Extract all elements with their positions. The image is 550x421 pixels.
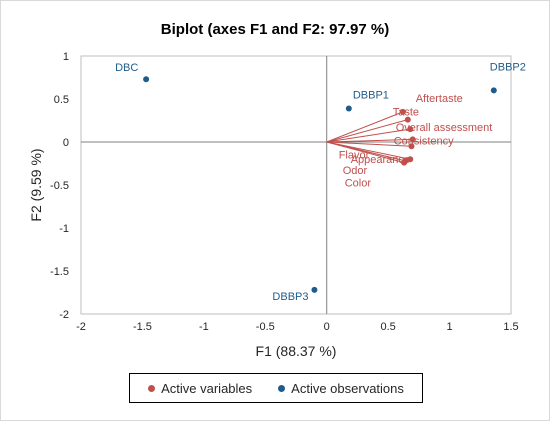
tick-labels: -2 -1.5 -1 -0.5 0 0.5 1 1.5 1 0.5 0 -0.5 -1 -1.5 -2 <box>50 51 519 333</box>
y-tick-label: -2 <box>59 309 69 321</box>
variable-point-overall-assessment <box>407 126 414 133</box>
variable-point-taste <box>404 116 411 123</box>
variable-point-color <box>401 159 408 166</box>
y-tick-label: -1 <box>59 223 69 235</box>
x-tick-label: -2 <box>76 321 86 333</box>
variable-label-aftertaste: Aftertaste <box>416 93 463 105</box>
observation-point-dbc <box>143 76 150 83</box>
chart-title: Biplot (axes F1 and F2: 97.97 %) <box>161 21 389 38</box>
y-axis-label: F2 (9.59 %) <box>28 148 44 221</box>
observation-label-dbbp3: DBBP3 <box>272 291 308 303</box>
y-tick-label: -1.5 <box>50 266 69 278</box>
axes-layer <box>81 56 511 314</box>
variable-label-taste: Taste <box>393 107 419 119</box>
legend-item-active-observations: Active observations <box>278 381 404 396</box>
x-tick-label: -1 <box>199 321 209 333</box>
x-axis-label: F1 (88.37 %) <box>256 343 337 359</box>
variable-point-aftertaste <box>399 108 406 115</box>
x-tick-label: 1 <box>447 321 453 333</box>
x-tick-label: 0.5 <box>380 321 395 333</box>
plot-area-border <box>80 55 512 315</box>
observation-label-dbbp2: DBBP2 <box>490 61 526 73</box>
y-tick-label: -0.5 <box>50 180 69 192</box>
variable-point-consistency <box>409 136 416 143</box>
x-tick-label: -0.5 <box>256 321 275 333</box>
observation-point-dbbp3 <box>311 286 318 293</box>
vector-color <box>326 141 405 164</box>
legend-label-variables: Active variables <box>161 380 253 396</box>
vector-consistency <box>326 138 413 143</box>
point-labels: Aftertaste Taste Overall assessmentConsist… <box>115 61 526 303</box>
vector-overall-assessment <box>326 128 411 143</box>
y-tick-label: 0 <box>63 137 69 149</box>
x-tick-label: 0 <box>324 321 330 333</box>
variable-label-appearance: Appearance <box>351 154 410 166</box>
y-tick-label: 0.5 <box>54 94 69 106</box>
vector-taste <box>326 119 408 143</box>
variable-label-odor: Odor <box>343 165 368 177</box>
chart-legend: Active variables Active observations <box>129 373 423 403</box>
observation-point-dbbp1 <box>345 105 352 112</box>
observation-label-dbbp1: DBBP1 <box>353 89 389 101</box>
vector-aftertaste <box>326 111 404 143</box>
variable-label-overall-assessment: Overall assessment <box>396 122 493 134</box>
legend-marker-observations <box>278 384 286 392</box>
observation-points <box>143 76 497 293</box>
variable-point-appearance <box>407 156 414 163</box>
observation-point-dbbp2 <box>490 87 497 94</box>
legend-label-observations: Active observations <box>291 380 404 396</box>
variable-label-consistency: Consistency <box>394 135 454 147</box>
legend-item-active-variables: Active variables <box>148 381 252 396</box>
x-tick-label: 1.5 <box>503 321 518 333</box>
variable-label-flavor: Flavor <box>339 149 370 161</box>
x-tick-label: -1.5 <box>133 321 152 333</box>
variable-label-color: Color <box>345 178 372 190</box>
observation-label-dbc: DBC <box>115 62 138 74</box>
y-tick-label: 1 <box>63 51 69 63</box>
variable-point-flavor <box>408 143 415 150</box>
variable-vectors <box>326 111 413 164</box>
vector-flavor <box>326 141 412 147</box>
legend-marker-variables <box>148 384 156 392</box>
